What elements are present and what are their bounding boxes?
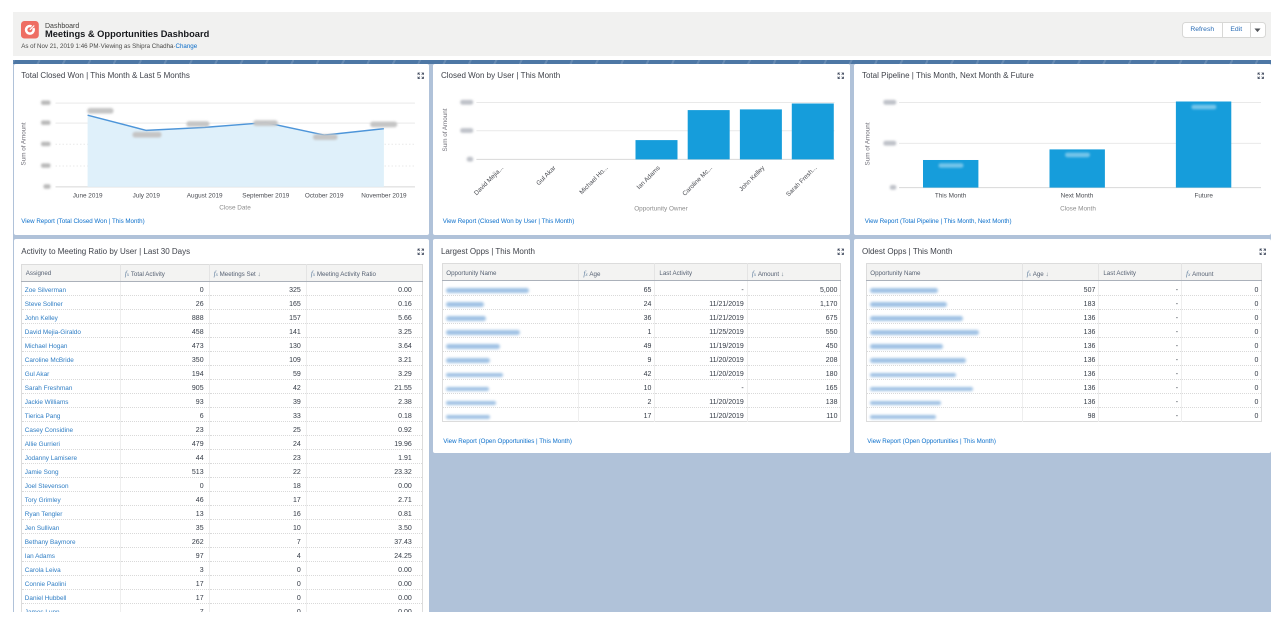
svg-text:Sum of Amount: Sum of Amount xyxy=(865,122,872,165)
svg-text:Close Month: Close Month xyxy=(1060,205,1096,212)
svg-text:Close Date: Close Date xyxy=(219,204,251,211)
svg-text:November 2019: November 2019 xyxy=(361,192,407,199)
svg-text:Ian Adams: Ian Adams xyxy=(636,165,662,191)
svg-text:Caroline Mc...: Caroline Mc... xyxy=(682,164,715,197)
svg-text:August 2019: August 2019 xyxy=(186,192,222,199)
svg-text:John Kelley: John Kelley xyxy=(738,164,767,193)
svg-text:This Month: This Month xyxy=(935,192,967,199)
svg-text:Sarah Fresh...: Sarah Fresh... xyxy=(785,164,819,198)
svg-text:September 2019: September 2019 xyxy=(242,192,290,199)
svg-text:October 2019: October 2019 xyxy=(304,192,343,199)
svg-text:July 2019: July 2019 xyxy=(132,192,160,199)
svg-text:Opportunity Owner: Opportunity Owner xyxy=(634,205,688,212)
svg-text:Gul Akar: Gul Akar xyxy=(535,164,558,187)
svg-text:Michael Ho...: Michael Ho... xyxy=(579,164,610,195)
svg-text:Sum of Amount: Sum of Amount xyxy=(442,108,449,151)
svg-text:June 2019: June 2019 xyxy=(72,192,102,199)
svg-text:Next Month: Next Month xyxy=(1061,192,1094,199)
svg-text:Sum of Amount: Sum of Amount xyxy=(20,122,27,165)
svg-text:Future: Future xyxy=(1195,192,1214,199)
svg-text:David Mejia...: David Mejia... xyxy=(473,164,505,196)
